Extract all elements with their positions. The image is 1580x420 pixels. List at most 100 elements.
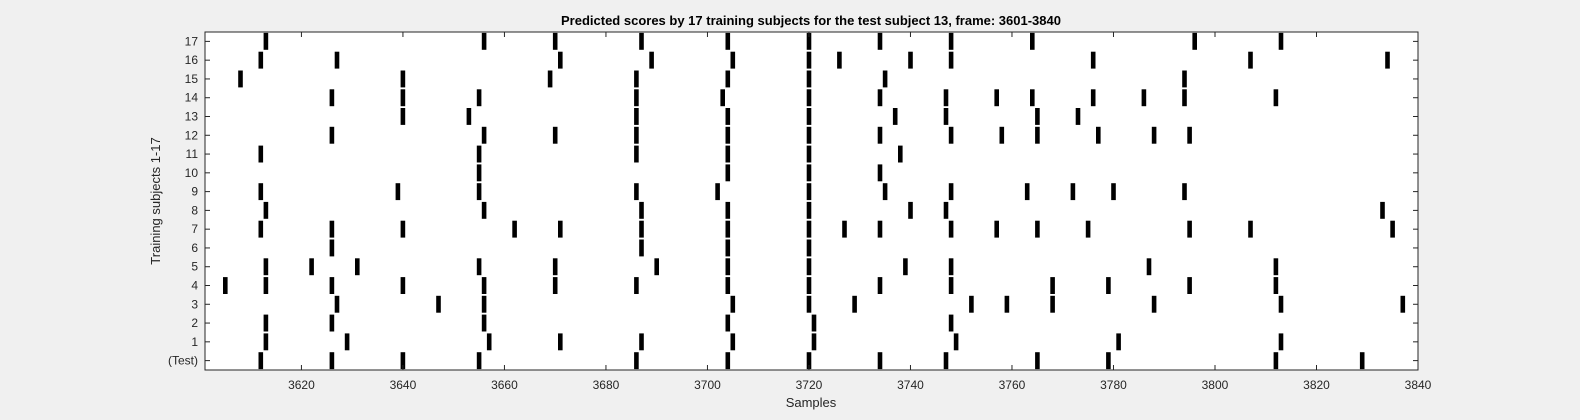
event-bar <box>329 239 335 257</box>
event-bar <box>943 201 949 219</box>
event-bar <box>481 295 487 313</box>
event-bar <box>481 314 487 332</box>
event-bar <box>400 220 406 238</box>
y-tick-label: 10 <box>185 166 199 180</box>
event-bar <box>1278 295 1284 313</box>
event-bar <box>806 239 812 257</box>
y-tick-label: 11 <box>186 147 199 161</box>
event-bar <box>395 183 401 201</box>
y-tick-label: (Test) <box>168 354 198 368</box>
event-bar <box>806 220 812 238</box>
event-bar <box>1248 220 1253 238</box>
event-bar <box>725 70 731 88</box>
event-bar <box>258 183 264 201</box>
event-bar <box>877 277 883 294</box>
event-bar <box>634 126 639 144</box>
y-tick-label: 14 <box>185 91 199 105</box>
event-bar <box>1182 183 1187 201</box>
event-bar <box>481 32 487 50</box>
event-bar <box>882 183 888 201</box>
event-bar <box>877 89 883 107</box>
event-bar <box>903 258 908 276</box>
event-bar <box>466 108 472 125</box>
event-bar <box>1273 258 1279 276</box>
event-bar <box>994 89 999 107</box>
event-bar <box>994 220 999 238</box>
event-bar <box>1050 295 1055 313</box>
event-bar <box>1400 295 1406 313</box>
event-bar <box>1035 220 1040 238</box>
event-bar <box>720 89 725 107</box>
event-bar <box>842 220 847 238</box>
event-bar <box>263 201 269 219</box>
event-bar <box>639 239 644 257</box>
event-bar <box>1090 89 1096 107</box>
event-bar <box>725 220 731 238</box>
event-bar <box>806 51 812 69</box>
event-bar <box>806 352 812 370</box>
event-bar <box>806 258 812 276</box>
event-bar <box>725 314 731 332</box>
event-bar <box>476 89 482 107</box>
event-bar <box>1090 51 1096 69</box>
event-bar <box>481 126 487 144</box>
y-tick-label: 1 <box>191 335 198 349</box>
event-bar <box>639 333 644 351</box>
x-tick-label: 3660 <box>491 378 518 392</box>
event-bar <box>1187 220 1192 238</box>
event-bar <box>1146 258 1152 276</box>
event-bar <box>639 220 644 238</box>
event-bar <box>558 51 563 69</box>
y-tick-label: 12 <box>185 128 199 142</box>
event-bar <box>258 220 264 238</box>
event-bar <box>263 32 269 50</box>
event-bar <box>943 108 949 125</box>
y-tick-label: 9 <box>191 185 198 199</box>
y-tick-label: 5 <box>191 260 198 274</box>
y-tick-label: 17 <box>185 34 199 48</box>
event-bar <box>1278 333 1284 351</box>
event-bar <box>882 70 888 88</box>
x-tick-label: 3800 <box>1202 378 1229 392</box>
event-bar <box>476 164 482 182</box>
chart-title: Predicted scores by 17 training subjects… <box>561 13 1061 28</box>
event-bar <box>309 258 314 276</box>
event-bar <box>811 333 817 351</box>
event-bar <box>258 145 264 163</box>
event-bar <box>355 258 360 276</box>
y-tick-label: 4 <box>191 279 198 293</box>
event-bar <box>1187 126 1192 144</box>
event-bar <box>948 220 954 238</box>
event-bar <box>400 108 406 125</box>
event-bar <box>725 258 731 276</box>
event-bar <box>1035 108 1040 125</box>
event-bar <box>263 333 269 351</box>
event-bar <box>877 164 883 182</box>
event-bar <box>1096 126 1101 144</box>
event-bar <box>400 89 406 107</box>
event-bar <box>223 277 228 294</box>
event-bar <box>1141 89 1147 107</box>
event-bar <box>969 295 974 313</box>
event-bar <box>400 70 406 88</box>
y-tick-label: 2 <box>191 316 198 330</box>
event-bar <box>486 333 492 351</box>
event-bar <box>948 32 954 50</box>
event-bar <box>1385 51 1390 69</box>
event-bar <box>634 352 639 370</box>
event-bar <box>715 183 720 201</box>
event-bar <box>943 89 949 107</box>
event-bar <box>806 164 812 182</box>
event-bar <box>943 352 949 370</box>
y-tick-label: 13 <box>185 110 199 124</box>
event-bar <box>725 239 731 257</box>
event-bar <box>1278 32 1284 50</box>
plot-area <box>205 32 1418 370</box>
event-bar <box>400 277 406 294</box>
event-bar <box>1273 89 1279 107</box>
event-bar <box>558 220 563 238</box>
event-bar <box>1070 183 1076 201</box>
event-bar <box>908 201 913 219</box>
x-axis-label: Samples <box>786 395 837 410</box>
